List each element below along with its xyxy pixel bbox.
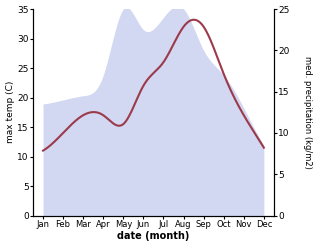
Y-axis label: med. precipitation (kg/m2): med. precipitation (kg/m2) <box>303 56 313 169</box>
X-axis label: date (month): date (month) <box>117 231 190 242</box>
Y-axis label: max temp (C): max temp (C) <box>5 81 15 144</box>
